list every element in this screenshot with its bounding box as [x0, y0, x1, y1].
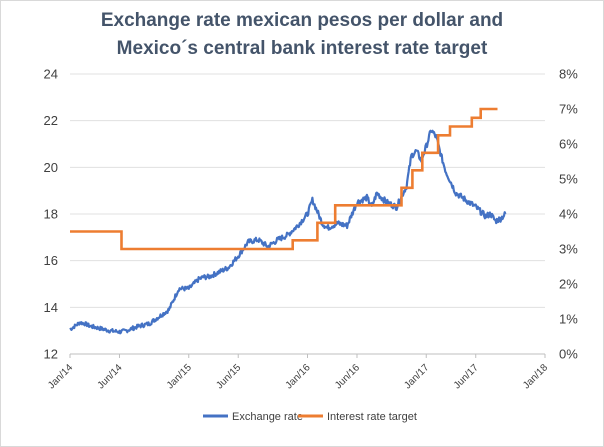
legend-label-exchange-rate: Exchange rate	[232, 411, 303, 423]
y-right-tick-label: 8%	[559, 67, 578, 82]
interest-rate-line	[70, 107, 498, 251]
series-layer	[69, 107, 507, 335]
legend-label-interest-rate: Interest rate target	[327, 411, 417, 423]
y-right-tick-label: 2%	[559, 277, 578, 292]
chart-title-line-1: Exchange rate mexican pesos per dollar a…	[101, 10, 503, 31]
y-left-tick-label: 16	[44, 253, 58, 268]
y-left-tick-label: 22	[44, 113, 58, 128]
y-right-tick-label: 6%	[559, 137, 578, 152]
y-right-tick-label: 5%	[559, 172, 578, 187]
chart-title-line-2: Mexico´s central bank interest rate targ…	[117, 38, 488, 59]
y-left-tick-label: 24	[44, 67, 58, 82]
y-left-tick-label: 14	[44, 300, 58, 315]
y-left-tick-label: 18	[44, 207, 58, 222]
y-right-tick-label: 3%	[559, 242, 578, 257]
y-right-tick-label: 7%	[559, 102, 578, 117]
y-right-tick-label: 0%	[559, 347, 578, 362]
y-left-tick-label: 20	[44, 160, 58, 175]
y-right-tick-label: 1%	[559, 312, 578, 327]
exchange-rate-line	[69, 129, 507, 335]
legend: Exchange rate Interest rate target	[203, 411, 417, 423]
y-right-tick-label: 4%	[559, 207, 578, 222]
y-left-tick-label: 12	[44, 347, 58, 362]
